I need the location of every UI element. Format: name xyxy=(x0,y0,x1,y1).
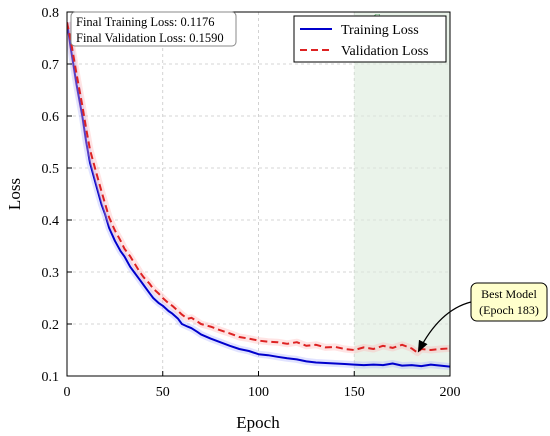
y-tick-label: 0.3 xyxy=(42,266,60,281)
x-tick-label: 50 xyxy=(156,385,170,400)
y-axis-label: Loss xyxy=(5,178,24,210)
y-tick-label: 0.5 xyxy=(42,162,60,177)
y-tick-label: 0.7 xyxy=(42,58,60,73)
stats-box: Final Training Loss: 0.1176 Final Valida… xyxy=(70,11,237,47)
x-tick-label: 150 xyxy=(344,385,365,400)
final-training-loss: Final Training Loss: 0.1176 xyxy=(76,15,214,29)
axis-ticks: 0 50 100 150 200 0.1 0.2 0.3 0.4 0.5 0.6 0.7 0.8 xyxy=(42,6,461,400)
convergence-region xyxy=(354,12,450,376)
x-axis-label: Epoch xyxy=(236,413,280,432)
x-tick-label: 0 xyxy=(64,385,71,400)
series-line-1 xyxy=(67,22,450,354)
y-tick-label: 0.2 xyxy=(42,318,60,333)
legend-label-validation: Validation Loss xyxy=(341,44,429,59)
y-tick-label: 0.1 xyxy=(42,370,60,385)
y-tick-label: 0.6 xyxy=(42,110,60,125)
y-tick-label: 0.8 xyxy=(42,6,60,21)
y-tick-label: 0.4 xyxy=(42,214,60,229)
best-model-label: Best Model xyxy=(481,287,537,301)
best-model-epoch: (Epoch 183) xyxy=(479,303,539,317)
x-tick-label: 200 xyxy=(440,385,461,400)
legend: Training Loss Validation Loss xyxy=(293,15,447,63)
x-tick-label: 100 xyxy=(248,385,269,400)
series-line-0 xyxy=(67,22,450,368)
legend-label-training: Training Loss xyxy=(341,23,419,38)
best-model-callout: Best Model (Epoch 183) xyxy=(417,282,548,353)
final-validation-loss: Final Validation Loss: 0.1590 xyxy=(76,31,224,45)
series-layer xyxy=(67,21,450,371)
best-model-arrow xyxy=(417,301,472,353)
